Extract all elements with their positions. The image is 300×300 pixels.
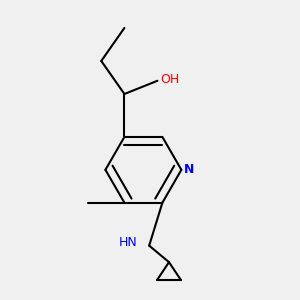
Text: N: N	[184, 163, 194, 176]
Text: OH: OH	[161, 73, 180, 85]
Text: HN: HN	[119, 236, 138, 249]
